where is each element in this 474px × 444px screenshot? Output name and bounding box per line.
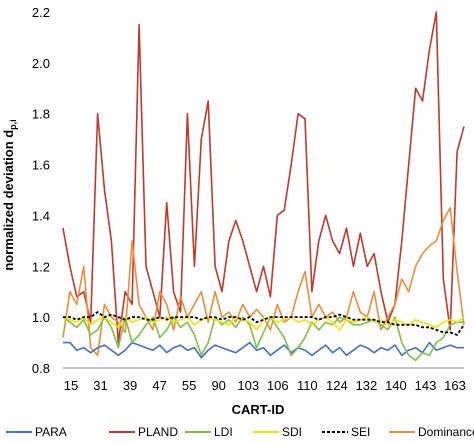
series-line-para bbox=[63, 341, 464, 359]
legend-label: PLAND bbox=[138, 425, 178, 439]
x-tick-label: 124 bbox=[326, 378, 348, 393]
x-tick-label: 31 bbox=[93, 378, 107, 393]
x-tick-label: 103 bbox=[237, 378, 259, 393]
y-tick-label: 2.0 bbox=[32, 56, 50, 71]
series-line-sdi bbox=[62, 316, 465, 331]
y-axis-title-subscript: p,i bbox=[8, 119, 18, 130]
series-lines bbox=[62, 11, 465, 362]
y-tick-label: 0.8 bbox=[32, 361, 50, 376]
series-line-dominance bbox=[62, 207, 465, 357]
legend-label: SEI bbox=[351, 425, 370, 439]
x-tick-label: 110 bbox=[297, 378, 318, 393]
x-tick-label: 140 bbox=[385, 378, 407, 393]
y-axis-ticks: 0.8 1.0 1.2 1.4 1.6 1.8 2.0 2.2 bbox=[32, 5, 50, 376]
x-tick-label: 55 bbox=[182, 378, 196, 393]
x-tick-label: 15 bbox=[64, 378, 78, 393]
y-tick-label: 1.4 bbox=[32, 208, 50, 223]
x-tick-label: 39 bbox=[123, 378, 137, 393]
x-tick-label: 132 bbox=[356, 378, 378, 393]
y-tick-label: 1.2 bbox=[32, 259, 50, 274]
x-axis-ticks: 15 31 39 47 55 90 103 106 110 124 132 140 143 163 bbox=[64, 378, 466, 393]
y-tick-label: 1.6 bbox=[32, 158, 50, 173]
x-tick-label: 106 bbox=[267, 378, 289, 393]
series-line-sei bbox=[63, 311, 465, 336]
legend-label: LDI bbox=[214, 425, 233, 439]
legend-label: Dominance bbox=[418, 425, 474, 439]
series-line-pland bbox=[62, 11, 465, 344]
legend-label: SDI bbox=[282, 425, 302, 439]
y-tick-label: 2.2 bbox=[32, 5, 50, 20]
x-tick-label: 163 bbox=[444, 378, 466, 393]
y-axis-title: normalized deviation dp,i bbox=[1, 119, 18, 270]
legend-label: PARA bbox=[35, 425, 67, 439]
x-axis-title: CART-ID bbox=[232, 402, 285, 417]
legend: PARA PLAND LDI SDI SEI Dominance bbox=[6, 425, 474, 439]
x-tick-label: 47 bbox=[152, 378, 166, 393]
x-tick-label: 143 bbox=[415, 378, 437, 393]
x-tick-label: 90 bbox=[211, 378, 225, 393]
y-tick-label: 1.8 bbox=[32, 107, 50, 122]
y-tick-label: 1.0 bbox=[32, 310, 50, 325]
